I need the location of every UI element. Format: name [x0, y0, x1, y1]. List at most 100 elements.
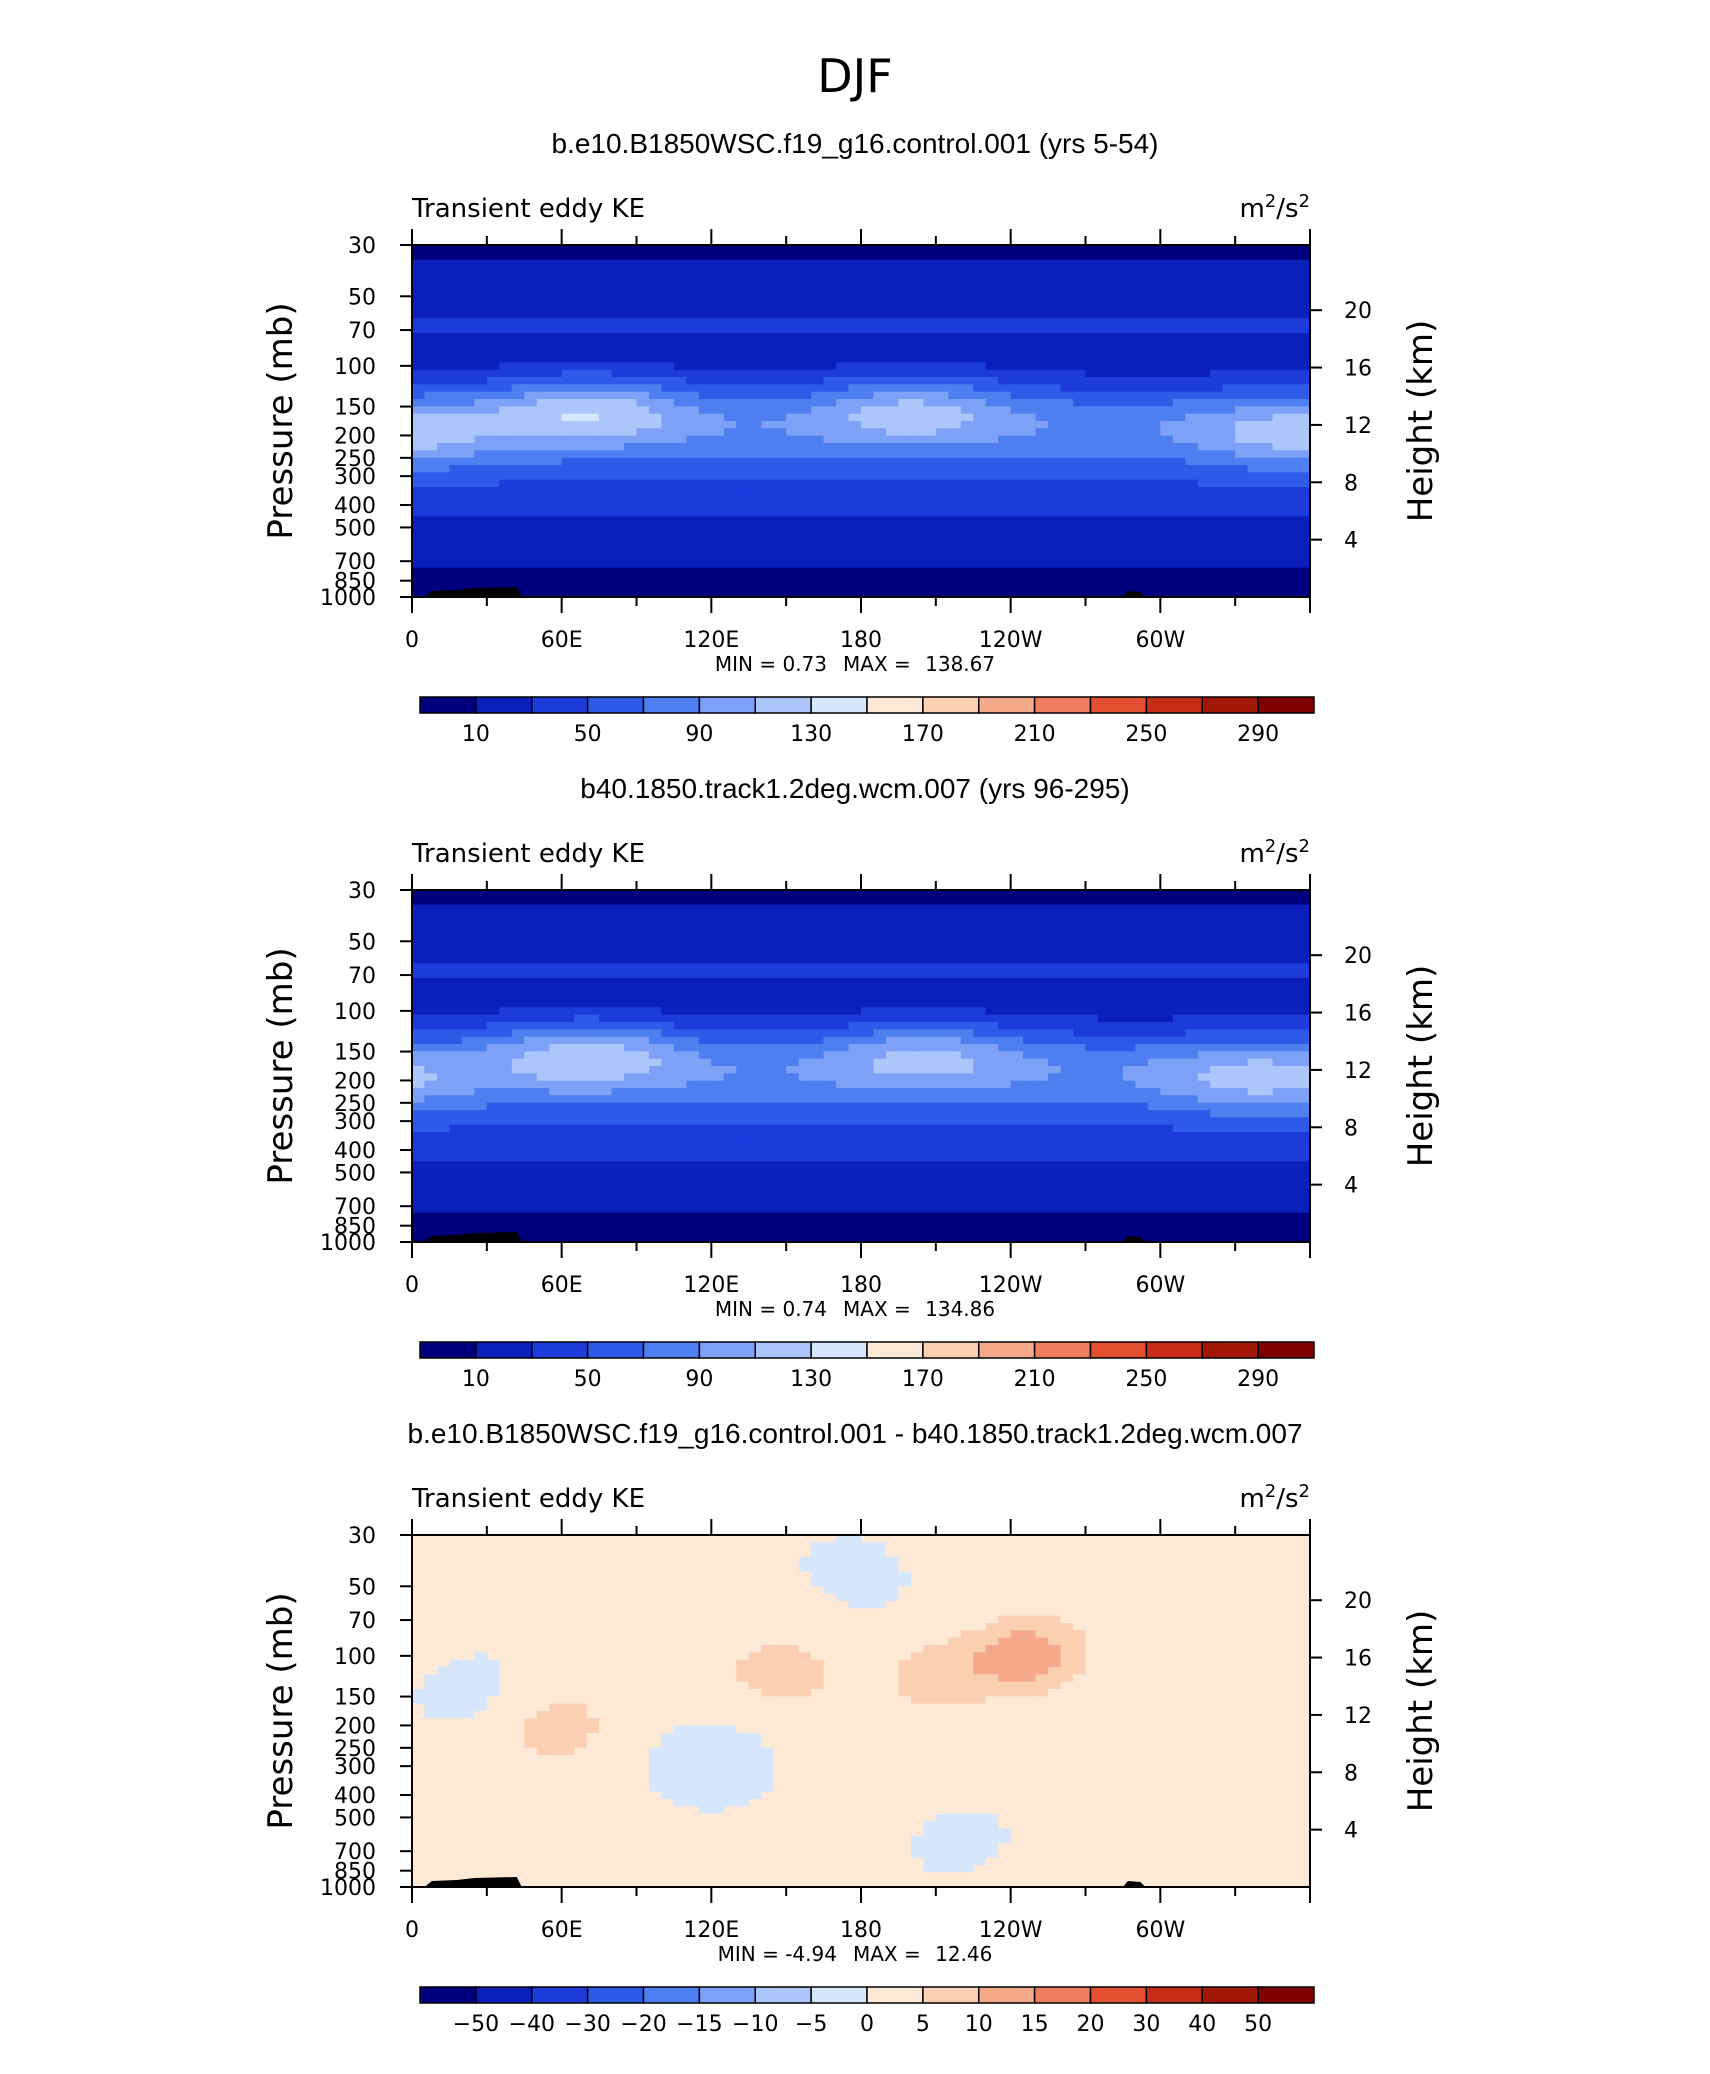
heatmap-cell [461, 421, 475, 429]
heatmap-cell [611, 560, 625, 569]
heatmap-cell [686, 377, 700, 385]
heatmap-cell [1297, 509, 1311, 517]
heatmap-cell [736, 582, 750, 591]
heatmap-cell [948, 296, 962, 305]
heatmap-cell [499, 1022, 513, 1030]
heatmap-cell [486, 267, 500, 275]
heatmap-cell [499, 523, 513, 532]
heatmap-cell [574, 428, 588, 437]
heatmap-cell [1097, 941, 1112, 950]
heatmap-cell [773, 538, 787, 547]
heatmap-cell [499, 575, 513, 583]
heatmap-cell [1185, 303, 1199, 312]
heatmap-cell [873, 450, 887, 459]
heatmap-cell [1147, 912, 1161, 920]
heatmap-cell [848, 325, 862, 334]
heatmap-cell [1147, 538, 1161, 547]
heatmap-cell [1185, 992, 1199, 1001]
heatmap-cell [910, 501, 924, 510]
heatmap-cell [1197, 897, 1211, 906]
heatmap-cell [1073, 575, 1087, 583]
heatmap-cell [1023, 919, 1037, 928]
heatmap-cell [873, 1014, 887, 1023]
heatmap-cell [673, 303, 687, 312]
heatmap-cell [449, 992, 463, 1001]
heatmap-cell [973, 1014, 987, 1023]
heatmap-cell [786, 428, 800, 437]
heatmap-cell [686, 926, 700, 935]
heatmap-cell [723, 567, 737, 576]
heatmap-cell [1135, 992, 1149, 1001]
heatmap-cell [648, 509, 663, 517]
heatmap-cell [910, 245, 924, 253]
heatmap-cell [1160, 948, 1174, 957]
heatmap-cell [861, 289, 875, 297]
heatmap-cell [935, 413, 949, 422]
heatmap-cell [449, 311, 463, 319]
heatmap-cell [848, 289, 862, 297]
heatmap-cell [948, 538, 962, 547]
heatmap-cell [1285, 303, 1299, 312]
heatmap-cell [449, 369, 463, 378]
heatmap-cell [1297, 281, 1311, 290]
heatmap-cell [624, 303, 638, 312]
heatmap-cell [723, 970, 737, 979]
heatmap-cell [985, 369, 999, 378]
heatmap-cell [424, 274, 438, 283]
heatmap-cell [499, 281, 513, 290]
heatmap-cell [1222, 428, 1236, 437]
heatmap-cell [1260, 1022, 1274, 1030]
heatmap-cell [1272, 245, 1286, 253]
heatmap-cell [1048, 992, 1062, 1001]
heatmap-cell [511, 457, 525, 466]
y2-tick-label: 12 [1344, 414, 1372, 439]
heatmap-cell [1060, 531, 1074, 539]
heatmap-cell [1147, 494, 1161, 503]
heatmap-cell [499, 553, 513, 561]
heatmap-cell [1160, 479, 1174, 488]
heatmap-cell [773, 516, 787, 525]
heatmap-cell [436, 369, 451, 378]
heatmap-cell [935, 450, 949, 459]
heatmap-cell [1222, 941, 1236, 950]
heatmap-cell [536, 1014, 550, 1023]
heatmap-cell [1235, 589, 1249, 598]
heatmap-cell [486, 560, 500, 569]
heatmap-cell [1122, 259, 1136, 268]
heatmap-cell [898, 1029, 912, 1038]
heatmap-cell [1085, 545, 1099, 554]
heatmap-cell [486, 347, 500, 356]
heatmap-cell [861, 245, 875, 253]
heatmap-cell [1247, 303, 1261, 312]
heatmap-cell [698, 1007, 712, 1016]
heatmap-cell [624, 252, 638, 261]
heatmap-cell [424, 318, 438, 327]
heatmap-cell [624, 545, 638, 554]
heatmap-cell [1023, 904, 1037, 913]
heatmap-cell [885, 487, 900, 495]
heatmap-cell [935, 553, 949, 561]
heatmap-cell [798, 362, 812, 371]
heatmap-cell [711, 421, 725, 429]
heatmap-cell [823, 252, 837, 261]
heatmap-cell [960, 1029, 974, 1038]
heatmap-cell [511, 970, 525, 979]
heatmap-cell [1073, 318, 1087, 327]
heatmap-cell [1135, 384, 1149, 393]
heatmap-cell [960, 450, 974, 459]
y-tick-label: 300 [334, 465, 376, 490]
heatmap-cell [748, 333, 762, 341]
heatmap-cell [686, 963, 700, 972]
heatmap-cell [873, 956, 887, 964]
heatmap-cell [636, 919, 650, 928]
heatmap-cell [923, 399, 937, 407]
heatmap-cell [648, 384, 663, 393]
heatmap-cell [873, 362, 887, 371]
heatmap-cell [474, 443, 488, 451]
heatmap-cell [661, 919, 675, 928]
heatmap-cell [1110, 992, 1124, 1001]
heatmap-cell [711, 1022, 725, 1030]
heatmap-cell [811, 281, 825, 290]
heatmap-cell [848, 421, 862, 429]
heatmap-cell [1110, 948, 1124, 957]
